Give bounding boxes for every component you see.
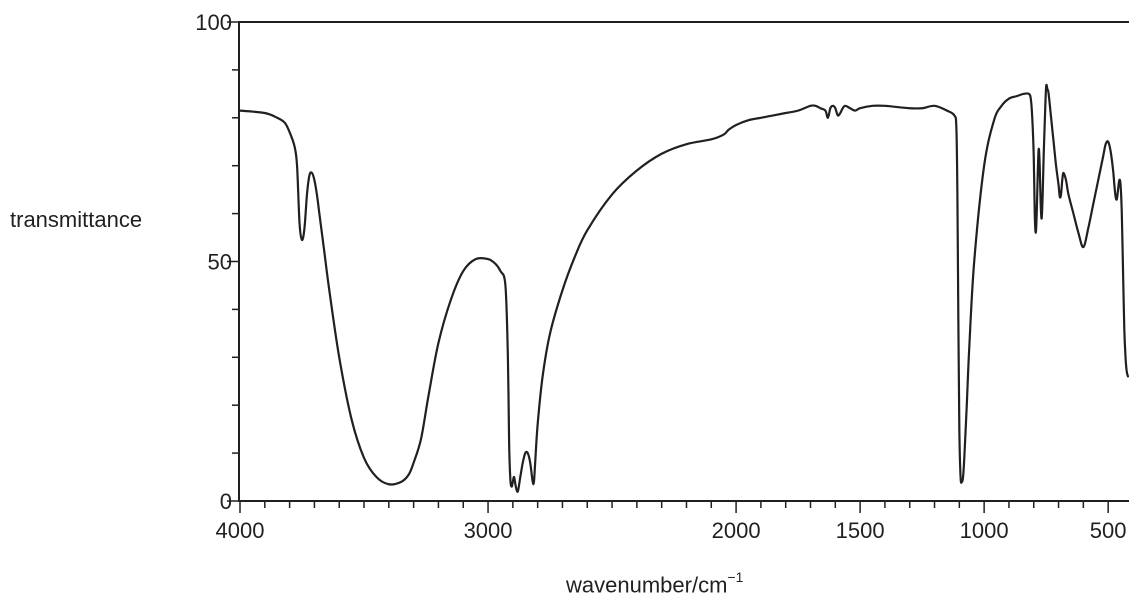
x-tick-label: 500 <box>1090 518 1127 543</box>
x-tick-label: 1500 <box>836 518 885 543</box>
series-line-transmittance <box>238 83 1129 493</box>
axis-ticks <box>227 21 1109 513</box>
x-tick-label: 2000 <box>712 518 761 543</box>
tick-labels: 4000 3000 2000 1500 1000 500 0 50 100 <box>195 10 1126 543</box>
x-tick-label: 1000 <box>960 518 1009 543</box>
y-tick-label: 50 <box>208 250 232 275</box>
x-axis-label: wavenumber/cm−1 <box>566 566 743 598</box>
x-tick-label: 4000 <box>216 518 265 543</box>
y-tick-label: 100 <box>195 10 232 35</box>
y-axis-label: transmittance <box>10 207 143 232</box>
y-tick-label: 0 <box>220 489 232 514</box>
x-axis-label-unit: cm <box>698 572 728 598</box>
plot-frame <box>238 21 1129 502</box>
x-axis-label-unit-exponent: −1 <box>727 569 744 585</box>
x-axis-label-separator: / <box>691 572 699 598</box>
x-tick-label: 3000 <box>464 518 513 543</box>
x-axis-label-quantity: wavenumber <box>566 572 692 598</box>
